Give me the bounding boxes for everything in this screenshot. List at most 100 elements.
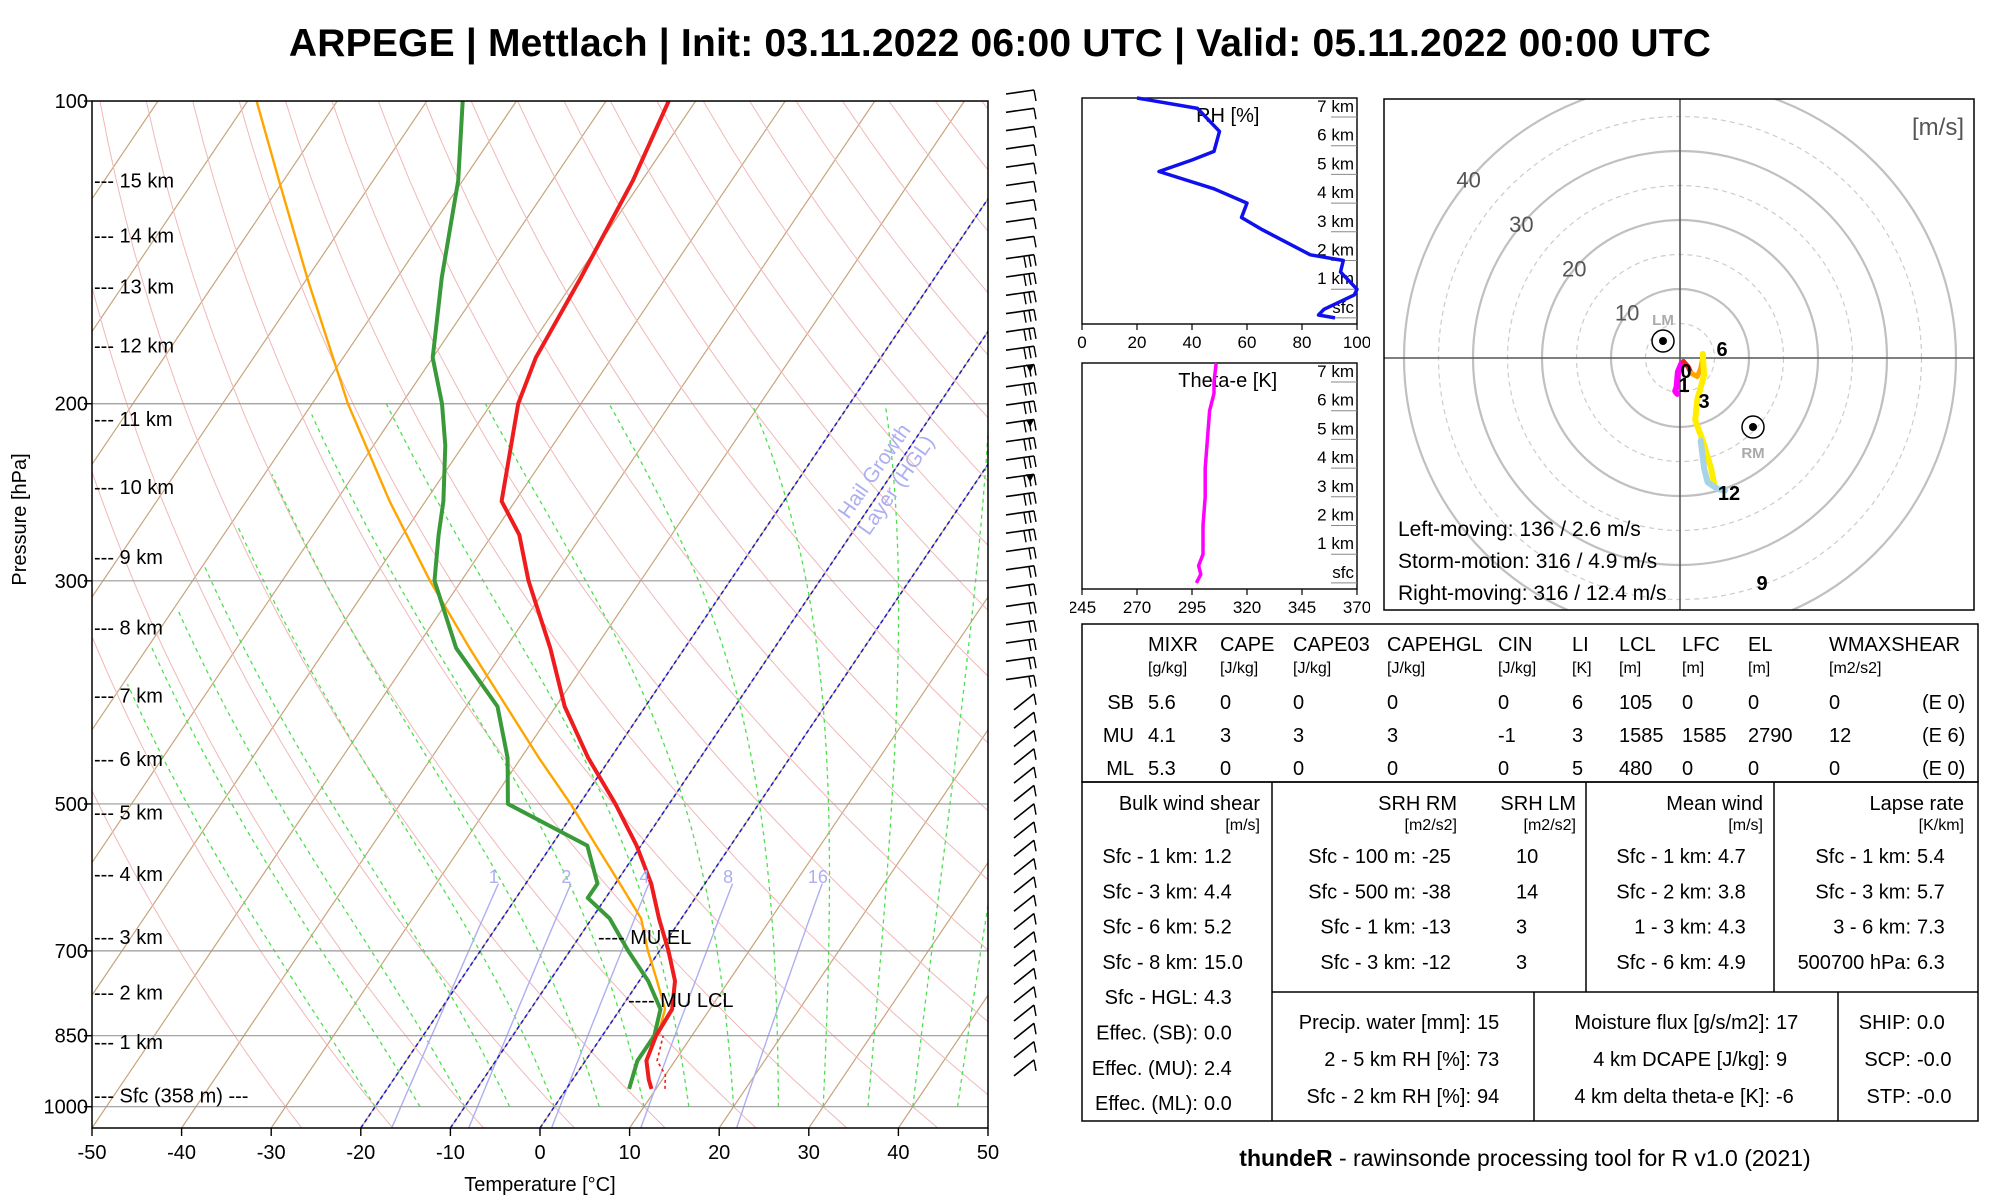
wind-barb-feather [1033, 876, 1037, 889]
params-header: EL [1748, 634, 1772, 656]
wind-barb-feather [1033, 602, 1037, 614]
moisture-label: Sfc - 2 km RH [%]: [1307, 1086, 1471, 1108]
wind-barb-staff [1013, 784, 1035, 803]
stats-frame [1081, 781, 1979, 1122]
wind-barb [1013, 839, 1037, 857]
wind-barb-staff [1005, 400, 1035, 406]
wind-barb-feather [1033, 693, 1037, 706]
rm-marker-dot [1749, 423, 1757, 431]
wind-barb-staff [1005, 491, 1035, 498]
mu-lcl-label: ---- MU LCL [628, 990, 734, 1012]
rm-marker [1741, 415, 1765, 439]
params-unit: [g/kg] [1148, 660, 1187, 677]
srh-rm-unit: [m2/s2] [1405, 817, 1457, 834]
wind-barb [1013, 949, 1037, 967]
thetae-tick-label: 320 [1233, 598, 1261, 617]
wind-barb-feather [1033, 821, 1037, 834]
lapse-rate-title: Lapse rate [1869, 793, 1964, 815]
dewpoint-line [430, 101, 663, 1090]
wind-barb-feather [1028, 493, 1032, 505]
wind-barb-staff [1005, 144, 1035, 150]
wind-barb-feather [1033, 492, 1037, 504]
srh-lm-unit: [m2/s2] [1524, 817, 1576, 834]
mean-wind-value: 4.7 [1718, 846, 1746, 868]
wind-barb [1013, 711, 1037, 729]
wind-barb-feather [1028, 328, 1032, 341]
height-label: --- 13 km [94, 277, 174, 299]
height-label: --- 11 km [94, 409, 173, 431]
wind-barb-feather [1028, 511, 1032, 524]
params-cell: 0 [1829, 692, 1840, 714]
wind-barb-feather [1033, 1004, 1037, 1017]
wind-barb-staff [1013, 876, 1035, 894]
params-cell: (E 0) [1922, 758, 1965, 780]
x-axis-label: Temperature [°C] [464, 1174, 615, 1196]
wind-barb-staff [1013, 693, 1035, 711]
wind-barb-feather [1033, 89, 1037, 102]
wind-barb [1013, 1022, 1037, 1040]
thetae-km-label: 6 km [1317, 391, 1354, 410]
wind-barb [1005, 546, 1037, 560]
rh-km-label: 7 km [1317, 97, 1354, 116]
dry-adiabat-line [795, 101, 988, 356]
height-label: --- 8 km [94, 618, 163, 640]
thetae-tick-label: 270 [1123, 598, 1151, 617]
wind-barb-feather [1033, 583, 1037, 596]
dry-adiabat-line [563, 101, 988, 677]
thetae-line [1194, 362, 1218, 584]
wind-barb [1005, 674, 1037, 688]
isotherm-line [92, 101, 607, 864]
params-cell: 3 [1572, 725, 1583, 747]
wind-barb-staff [1005, 345, 1035, 351]
srh-label: Sfc - 100 m: [1308, 846, 1416, 868]
lapse-rate-label: 500700 hPa: [1798, 952, 1911, 974]
wind-barb-staff [1013, 931, 1035, 949]
wind-barb-feather [1033, 272, 1037, 285]
wind-barb-feather [1033, 565, 1037, 577]
mean-wind-label: Sfc - 6 km: [1616, 952, 1712, 974]
composite-label: SCP: [1864, 1049, 1911, 1071]
bulk-shear-label: Sfc - 3 km: [1102, 881, 1198, 903]
wind-barb-feather [1033, 144, 1037, 157]
temperature-tick-label: -50 [78, 1142, 107, 1164]
wind-barb-feather [1033, 675, 1037, 687]
temperature-tick-label: -10 [436, 1142, 465, 1164]
pressure-tick-label: 100 [55, 91, 88, 113]
storm-motion-text: Storm-motion: 316 / 4.9 m/s [1398, 550, 1657, 573]
isotherm-line [92, 101, 428, 599]
hodo-height-label: 0 [1680, 361, 1691, 383]
mean-wind-value: 4.3 [1718, 917, 1746, 939]
thetae-tick-label: 295 [1178, 598, 1206, 617]
wind-barb-staff [1005, 455, 1035, 461]
temperature-tick-label: -40 [167, 1142, 196, 1164]
wind-barb [1013, 821, 1037, 839]
rh-km-label: 6 km [1317, 126, 1354, 145]
wind-barb-feather [1028, 548, 1032, 560]
wind-barb-feather [1033, 949, 1037, 962]
virtual-temperature-line [656, 1035, 667, 1089]
hodo-segment-0-1km [1672, 360, 1685, 397]
wind-barb-staff [1005, 162, 1035, 168]
temperature-tick-label: 50 [977, 1142, 999, 1164]
rh-km-label: 3 km [1317, 212, 1354, 231]
hodo-area [1384, 99, 1974, 610]
wind-barb-feather [1028, 621, 1032, 633]
rh-line [1136, 96, 1359, 320]
params-cell: 12 [1829, 725, 1851, 747]
wind-barb-staff [1005, 199, 1035, 205]
params-cell: 480 [1619, 758, 1652, 780]
wind-barb-feather [1023, 476, 1027, 488]
rh-tick-label: 40 [1183, 333, 1202, 352]
temperature-tick-label: -20 [346, 1142, 375, 1164]
wind-barb-feather [1028, 383, 1032, 395]
wind-barb-feather [1028, 676, 1032, 688]
bulk-shear-label: Effec. (SB): [1096, 1023, 1198, 1045]
wind-barb-staff [1013, 967, 1035, 986]
wind-barb [1013, 729, 1037, 748]
wind-barb-feather [1033, 400, 1037, 413]
wind-barb-staff [1005, 601, 1035, 608]
wind-barb-feather [1033, 510, 1037, 523]
wind-barb-feather [1033, 840, 1037, 852]
wind-barb-staff [1005, 510, 1035, 516]
footer-text: - rawinsonde processing tool for R v1.0 … [1332, 1145, 1811, 1171]
